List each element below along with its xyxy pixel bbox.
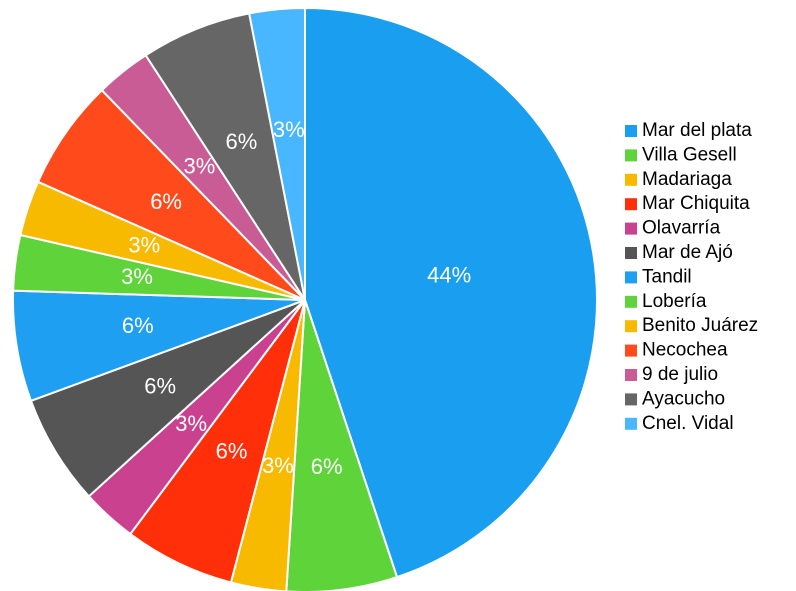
legend-label: Mar Chiquita (642, 193, 750, 214)
pie-slice (248, 6, 306, 301)
legend-label: Olavarría (642, 218, 721, 239)
data-label: 3% (262, 453, 294, 478)
legend-swatch (625, 173, 637, 186)
data-label: 6% (216, 438, 248, 463)
legend-swatch (625, 369, 637, 381)
legend-label: Lobería (642, 291, 707, 312)
data-label: 6% (311, 454, 343, 479)
legend-label: Benito Juárez (642, 315, 758, 336)
legend-swatch (625, 344, 637, 357)
data-label: 3% (175, 411, 207, 436)
legend-swatch (625, 222, 637, 235)
legend-label: Mar del plata (642, 120, 752, 141)
legend-swatch (625, 295, 637, 308)
legend-label: Ayacucho (642, 388, 725, 409)
legend-label: Madariaga (642, 169, 732, 190)
legend-swatch (625, 247, 637, 259)
data-label: 3% (273, 117, 305, 142)
legend-label: Villa Gesell (642, 144, 737, 165)
legend-swatch (625, 320, 637, 333)
legend-label: Mar de Ajó (642, 242, 733, 263)
pie-slice (285, 299, 399, 591)
data-label: 3% (128, 232, 160, 257)
data-label: 6% (122, 313, 154, 338)
legend-swatch (625, 149, 637, 162)
legend-swatch (625, 417, 637, 430)
data-label: 3% (121, 264, 153, 289)
legend-swatch (625, 125, 637, 137)
data-label: 3% (184, 153, 216, 178)
legend-swatch (625, 198, 637, 211)
legend-swatch (625, 271, 637, 284)
legend-swatch (625, 393, 637, 406)
data-label: 6% (144, 374, 176, 399)
legend-label: Cnel. Vidal (642, 413, 734, 434)
legend-label: Necochea (642, 340, 728, 361)
legend-label: Tandil (642, 266, 692, 287)
data-label: 6% (226, 129, 258, 154)
pie-slice (304, 6, 598, 579)
data-label: 6% (150, 189, 182, 214)
data-label: 44% (427, 263, 471, 288)
legend-label: 9 de julio (642, 364, 718, 385)
